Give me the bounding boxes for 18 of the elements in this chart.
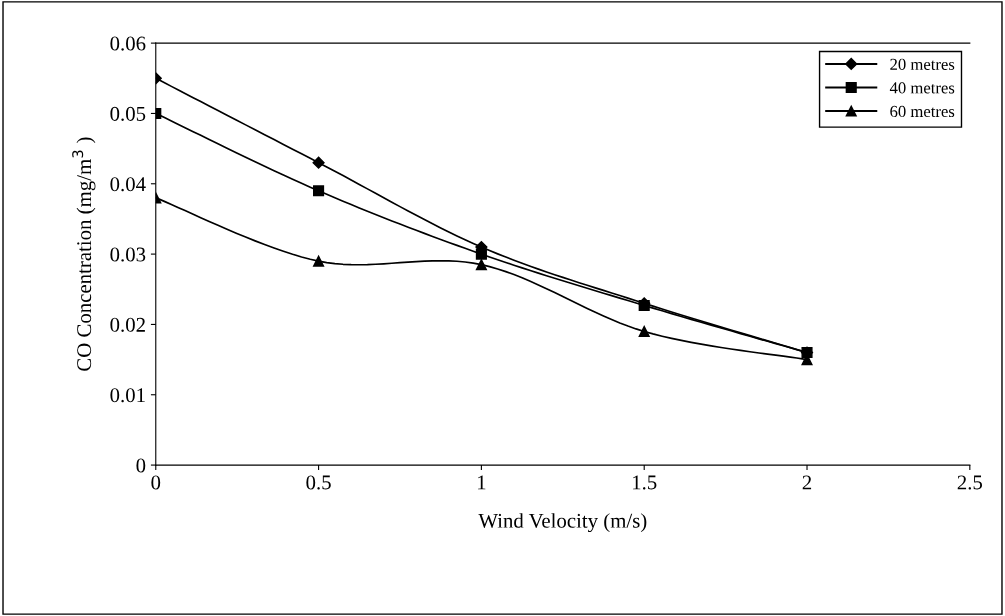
legend-label: 20 metres <box>890 58 955 70</box>
x-tick-label: 2.5 <box>957 475 983 490</box>
y-tick-label: 0.04 <box>110 177 146 192</box>
legend-label: 40 metres <box>889 82 955 94</box>
x-tick-label: 1.5 <box>633 475 657 490</box>
legend-label: 60 metres <box>890 105 955 118</box>
x-tick-label: 2 <box>802 475 812 490</box>
x-tick-label: 0 <box>151 475 161 490</box>
y-tick-label: 0.01 <box>110 388 145 403</box>
x-axis-title: Wind Velocity (m/s) <box>478 513 647 533</box>
y-tick-label: 0.06 <box>110 36 146 51</box>
x-tick-label: 0.5 <box>306 475 331 490</box>
y-tick-label: 0.02 <box>110 317 145 332</box>
y-axis-title: CO Concentration (mg/m$^{3}$ ) <box>72 137 96 371</box>
y-tick-label: 0 <box>136 458 146 473</box>
y-tick-label: 0.03 <box>110 247 146 262</box>
y-tick-label: 0.05 <box>110 106 146 121</box>
x-tick-label: 1 <box>478 475 486 490</box>
